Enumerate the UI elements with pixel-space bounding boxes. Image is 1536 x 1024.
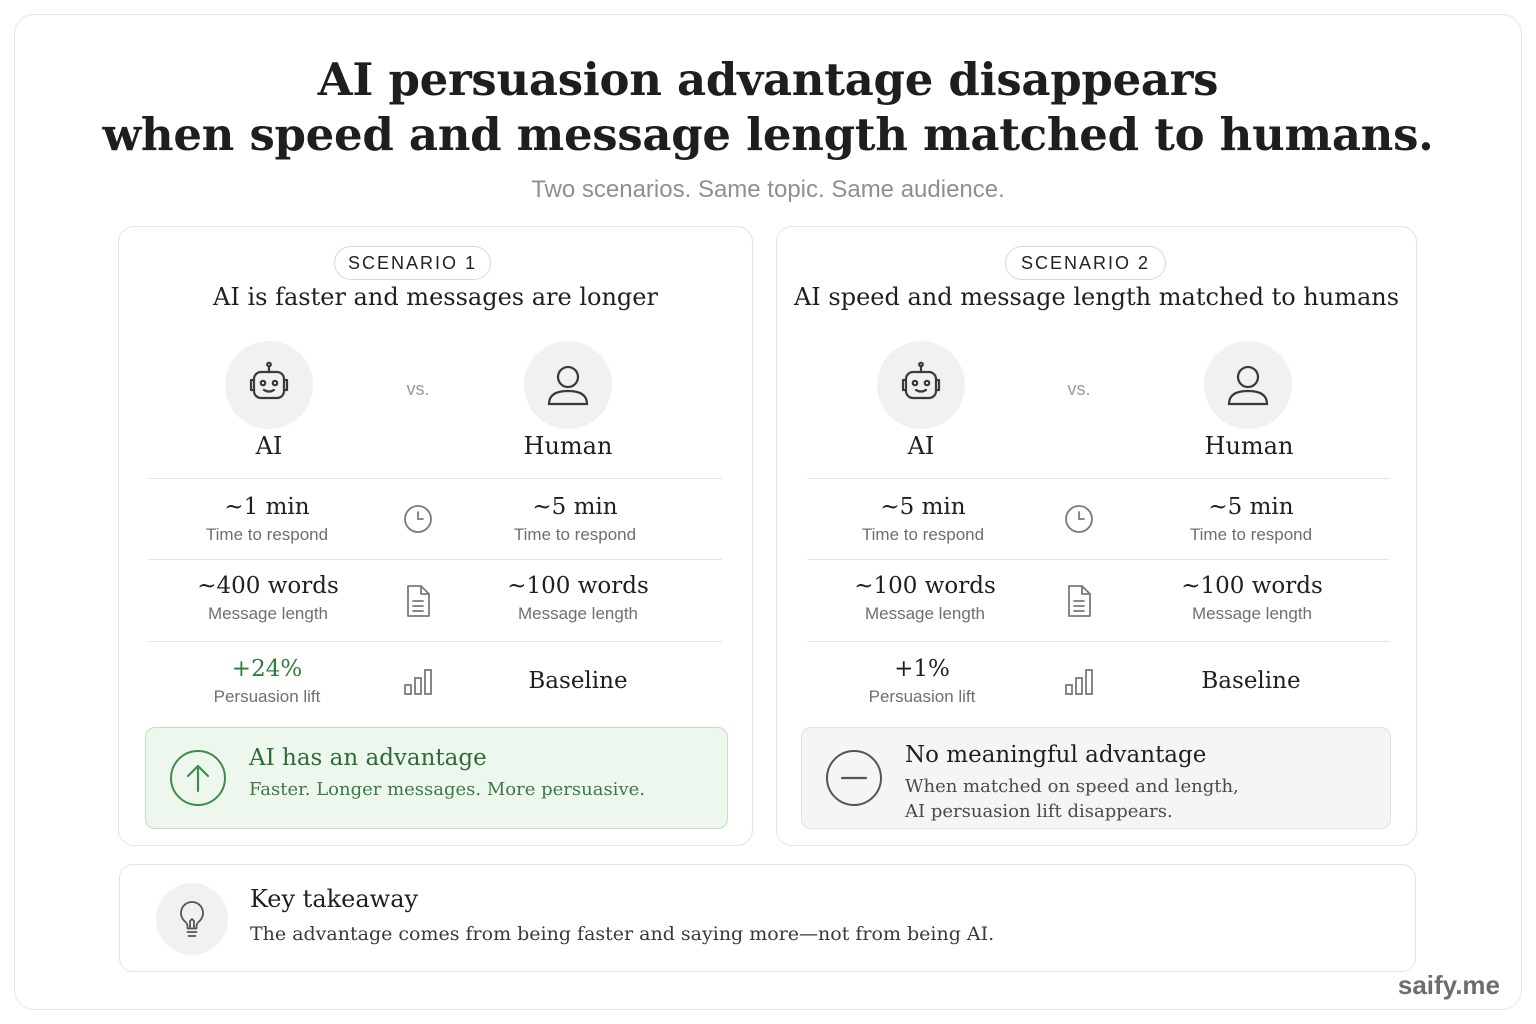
scenario-1-title: AI is faster and messages are longer	[213, 283, 658, 311]
scenario-2-card: SCENARIO 2 AI speed and message length m…	[776, 226, 1417, 846]
page-title: AI persuasion advantage disappears when …	[0, 52, 1536, 162]
ai-persuasion-lift: +1% Persuasion lift	[812, 655, 1032, 707]
bar-chart-icon	[401, 665, 435, 699]
scenario-2-verdict: No meaningful advantage When matched on …	[801, 727, 1391, 829]
robot-icon	[901, 361, 941, 400]
metric-value: ~5 min	[880, 494, 966, 520]
takeaway-heading: Key takeaway	[250, 885, 419, 913]
scenario-1-tag: SCENARIO 1	[334, 246, 491, 280]
verdict-text: Faster. Longer messages. More persuasive…	[249, 779, 645, 800]
metric-label: Message length	[517, 604, 639, 623]
scenario-1-card: SCENARIO 1 AI is faster and messages are…	[118, 226, 753, 846]
lightbulb-icon	[156, 883, 228, 955]
robot-avatar	[877, 341, 965, 429]
document-icon	[1062, 584, 1096, 618]
metric-label: Message length	[1191, 604, 1313, 623]
arrow-up-circle-icon	[170, 750, 226, 806]
clock-icon	[401, 502, 435, 536]
verdict-text: When matched on speed and length, AI per…	[905, 774, 1239, 824]
verdict-text-line-2: AI persuasion lift disappears.	[905, 801, 1173, 822]
metric-value: ~1 min	[224, 494, 310, 520]
person-icon	[1227, 365, 1269, 406]
scenario-2-tag: SCENARIO 2	[1005, 246, 1166, 280]
ai-message-length: ~400 words Message length	[158, 572, 378, 624]
takeaway-text: The advantage comes from being faster an…	[250, 923, 995, 945]
clock-icon	[1062, 502, 1096, 536]
human-baseline: Baseline	[468, 667, 688, 695]
metric-value: ~100 words	[1181, 573, 1323, 599]
key-takeaway-box: Key takeaway The advantage comes from be…	[119, 864, 1416, 972]
divider	[807, 641, 1389, 642]
verdict-heading: AI has an advantage	[249, 745, 487, 771]
metric-label: Persuasion lift	[868, 687, 976, 706]
role-ai: AI	[907, 432, 935, 460]
ai-response-time: ~5 min Time to respond	[813, 493, 1033, 545]
role-human: Human	[1204, 432, 1294, 460]
metric-value: ~400 words	[197, 573, 339, 599]
page-subtitle: Two scenarios. Same topic. Same audience…	[531, 176, 1005, 203]
verdict-text-line-1: When matched on speed and length,	[905, 776, 1239, 797]
person-icon	[547, 365, 589, 406]
metric-value: +24%	[231, 656, 303, 682]
divider	[807, 559, 1389, 560]
ai-persuasion-lift: +24% Persuasion lift	[157, 655, 377, 707]
title-line-1: AI persuasion advantage disappears	[317, 53, 1219, 106]
divider	[807, 478, 1389, 479]
role-human: Human	[523, 432, 613, 460]
divider	[149, 641, 722, 642]
human-message-length: ~100 words Message length	[468, 572, 688, 624]
metric-value: ~100 words	[507, 573, 649, 599]
role-ai: AI	[255, 432, 283, 460]
bar-chart-icon	[1062, 665, 1096, 699]
robot-avatar	[225, 341, 313, 429]
document-icon	[401, 584, 435, 618]
ai-message-length: ~100 words Message length	[815, 572, 1035, 624]
title-line-2: when speed and message length matched to…	[102, 108, 1434, 161]
verdict-heading: No meaningful advantage	[905, 742, 1207, 768]
metric-value: Baseline	[528, 668, 628, 694]
human-response-time: ~5 min Time to respond	[465, 493, 685, 545]
human-response-time: ~5 min Time to respond	[1141, 493, 1361, 545]
metric-value: ~100 words	[854, 573, 996, 599]
divider	[149, 478, 722, 479]
metric-label: Time to respond	[205, 525, 329, 544]
scenario-1-verdict: AI has an advantage Faster. Longer messa…	[145, 727, 728, 829]
scenario-2-title: AI speed and message length matched to h…	[793, 283, 1400, 311]
ai-response-time: ~1 min Time to respond	[157, 493, 377, 545]
brand-logo: saify.me	[1397, 970, 1500, 1000]
metric-label: Time to respond	[513, 525, 637, 544]
metric-value: ~5 min	[532, 494, 618, 520]
minus-circle-icon	[826, 750, 882, 806]
metric-value: +1%	[894, 656, 950, 682]
human-avatar	[1204, 341, 1292, 429]
metric-label: Message length	[207, 604, 329, 623]
metric-label: Message length	[864, 604, 986, 623]
metric-value: ~5 min	[1208, 494, 1294, 520]
human-message-length: ~100 words Message length	[1142, 572, 1362, 624]
metric-label: Persuasion lift	[213, 687, 321, 706]
metric-value: Baseline	[1201, 668, 1301, 694]
vs-label: vs.	[406, 379, 430, 399]
vs-label: vs.	[1067, 379, 1091, 399]
metric-label: Time to respond	[1189, 525, 1313, 544]
human-baseline: Baseline	[1141, 667, 1361, 695]
robot-icon	[249, 361, 289, 400]
human-avatar	[524, 341, 612, 429]
divider	[149, 559, 722, 560]
metric-label: Time to respond	[861, 525, 985, 544]
